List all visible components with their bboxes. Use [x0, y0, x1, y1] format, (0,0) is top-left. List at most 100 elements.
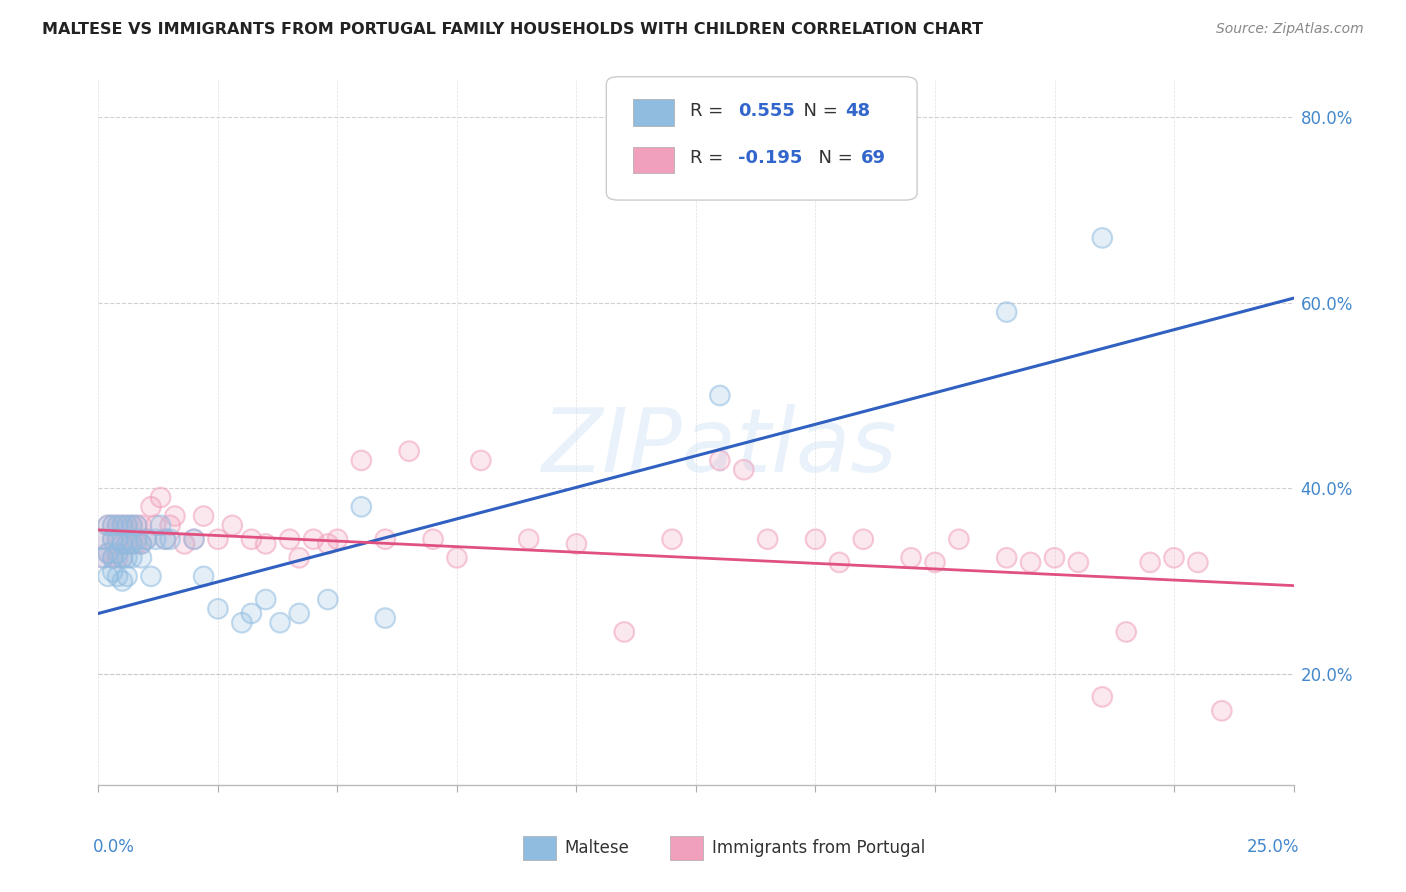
Point: [115, 537, 138, 551]
Point: [254, 592, 277, 607]
Point: [422, 533, 444, 547]
Point: [1067, 556, 1090, 570]
Point: [661, 533, 683, 547]
Point: [125, 518, 148, 533]
Text: 48: 48: [845, 102, 870, 120]
Point: [733, 463, 755, 477]
Point: [149, 518, 172, 533]
Point: [135, 533, 157, 547]
Point: [111, 518, 134, 533]
Point: [101, 550, 124, 565]
Point: [135, 533, 157, 547]
Point: [221, 518, 243, 533]
Text: 25.0%: 25.0%: [1247, 838, 1299, 855]
Point: [1043, 550, 1066, 565]
Point: [159, 518, 181, 533]
Point: [97, 518, 120, 533]
Point: [240, 607, 263, 621]
Point: [111, 550, 134, 565]
Point: [97, 546, 120, 560]
Point: [288, 607, 311, 621]
Point: [613, 624, 636, 639]
Text: Source: ZipAtlas.com: Source: ZipAtlas.com: [1216, 22, 1364, 37]
Point: [155, 533, 177, 547]
Point: [97, 518, 120, 533]
Point: [316, 592, 339, 607]
Point: [1187, 556, 1209, 570]
Point: [121, 518, 143, 533]
Point: [97, 518, 120, 533]
Point: [374, 533, 396, 547]
Point: [948, 533, 970, 547]
Point: [1139, 556, 1161, 570]
Point: [101, 550, 124, 565]
Point: [221, 518, 243, 533]
Point: [131, 550, 153, 565]
Point: [111, 518, 134, 533]
Point: [278, 533, 301, 547]
Point: [91, 533, 114, 547]
Point: [1019, 556, 1042, 570]
Point: [302, 533, 325, 547]
Text: N =: N =: [792, 102, 844, 120]
Point: [91, 533, 114, 547]
Point: [91, 550, 114, 565]
Point: [240, 607, 263, 621]
Point: [135, 533, 157, 547]
Point: [995, 305, 1018, 319]
Point: [1091, 690, 1114, 704]
Point: [995, 550, 1018, 565]
Point: [254, 592, 277, 607]
Point: [193, 569, 215, 583]
Point: [101, 518, 124, 533]
Point: [111, 550, 134, 565]
Point: [240, 533, 263, 547]
Point: [1091, 231, 1114, 245]
Point: [131, 518, 153, 533]
Point: [145, 533, 167, 547]
Text: N =: N =: [807, 149, 859, 167]
Point: [131, 537, 153, 551]
Point: [207, 601, 229, 615]
Point: [193, 509, 215, 524]
Point: [111, 537, 134, 551]
Point: [111, 550, 134, 565]
Point: [1091, 231, 1114, 245]
Point: [101, 533, 124, 547]
Point: [111, 574, 134, 588]
Point: [149, 518, 172, 533]
Point: [1211, 704, 1233, 718]
Point: [97, 546, 120, 560]
Point: [107, 533, 129, 547]
Text: 0.555: 0.555: [738, 102, 794, 120]
Point: [115, 518, 138, 533]
Point: [107, 550, 129, 565]
Text: 69: 69: [860, 149, 886, 167]
Point: [398, 444, 420, 458]
Point: [91, 550, 114, 565]
Point: [155, 533, 177, 547]
Point: [107, 518, 129, 533]
Point: [101, 518, 124, 533]
Point: [107, 550, 129, 565]
Point: [828, 556, 851, 570]
Point: [125, 537, 148, 551]
Point: [121, 537, 143, 551]
FancyBboxPatch shape: [606, 77, 917, 200]
Point: [125, 537, 148, 551]
Point: [207, 533, 229, 547]
Point: [97, 546, 120, 560]
Point: [149, 491, 172, 505]
Point: [163, 509, 186, 524]
Point: [121, 550, 143, 565]
Point: [155, 533, 177, 547]
Point: [995, 550, 1018, 565]
Point: [125, 518, 148, 533]
Point: [288, 607, 311, 621]
Point: [288, 550, 311, 565]
Point: [193, 569, 215, 583]
Point: [107, 518, 129, 533]
Point: [302, 533, 325, 547]
Point: [183, 533, 205, 547]
Point: [207, 601, 229, 615]
